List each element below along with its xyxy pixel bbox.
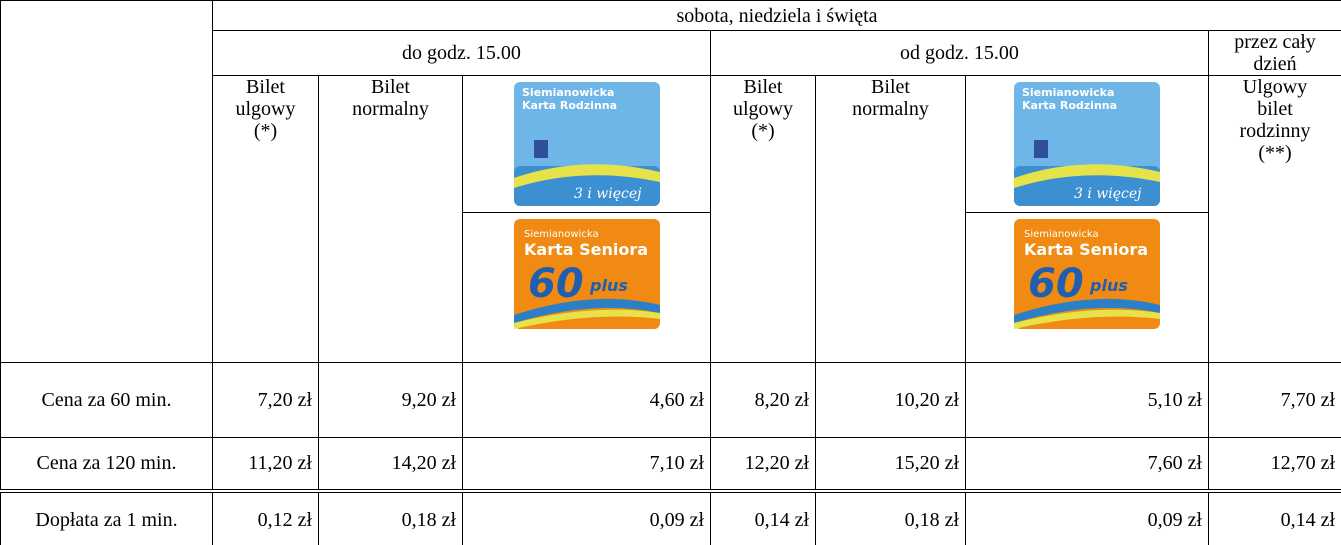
card-shape [513,164,660,188]
price-cell: 8,20 zł [710,362,816,438]
header-row: do godz. 15.00 od godz. 15.00 przez cały d… [1,30,1341,76]
card-separator [966,212,1208,213]
card-shape [1014,309,1160,329]
family-card: Siemianowicka Karta Rodzinna 3 i więcej [513,82,660,206]
column-header-line: Bilet [246,76,285,98]
price-row: Dopłata za 1 min. 0,12 zł 0,18 zł 0,09 zł 0,… [0,488,1341,545]
family-card: Siemianowicka Karta Rodzinna 3 i więcej [1014,82,1160,206]
header-row: sobota, niedziela i święta [0,0,1341,363]
card-text: Siemianowicka [522,86,614,99]
column-header: Siemianowicka Karta Rodzinna 3 i więcej Sie… [965,75,1209,363]
card-shape [1034,140,1048,158]
column-header: Bilet normalny [318,75,463,363]
card-text: Siemianowicka [524,229,599,240]
period-header: do godz. 15.00 [212,30,711,76]
corner-cell [0,0,213,363]
column-header: Siemianowicka Karta Rodzinna 3 i więcej Sie… [462,75,711,363]
column-header: Bilet normalny [815,75,966,363]
column-header-line: Bilet [371,76,410,98]
period-header: od godz. 15.00 [710,30,1209,76]
row-label: Cena za 60 min. [0,362,213,438]
column-header: Bilet ulgowy (*) [212,75,319,363]
price-cell: 5,10 zł [965,362,1209,438]
card-text: 3 i więcej [1074,186,1142,202]
senior-card: Siemianowicka Karta Seniora 60 plus [513,219,660,329]
card-text: Karta Rodzinna [1022,99,1117,112]
card-text: 60 [528,261,584,307]
column-header-line: Bilet [743,76,783,98]
row-label: Cena za 120 min. [0,437,213,491]
card-text: Karta Rodzinna [522,99,617,112]
row-label: Dopłata za 1 min. [0,488,213,545]
column-header-line: (*) [751,120,775,142]
column-header-line: (**) [1258,142,1292,164]
card-shape [513,298,660,323]
column-header-line: Bilet [871,76,910,98]
price-cell: 0,18 zł [318,488,463,545]
card-text: plus [1089,276,1128,295]
column-header-line: normalny [852,98,929,120]
card-text: plus [589,276,628,295]
card-shape [1014,298,1160,323]
card-text: Karta Seniora [524,240,648,259]
price-cell: 7,10 zł [462,437,711,491]
column-header-line: Ulgowy [1242,76,1308,98]
card-separator [463,212,710,213]
senior-card: Siemianowicka Karta Seniora 60 plus [1014,219,1160,329]
card-text: Siemianowicka [1022,86,1114,99]
price-cell: 11,20 zł [212,437,319,491]
card-text: 60 [1028,261,1084,307]
group-header: sobota, niedziela i święta [212,0,1341,31]
price-cell: 15,20 zł [815,437,966,491]
column-header-line: ulgowy [235,98,296,120]
card-text: 3 i więcej [574,186,642,202]
column-header-line: normalny [352,98,429,120]
price-cell: 7,70 zł [1208,362,1341,438]
price-cell: 4,60 zł [462,362,711,438]
price-cell: 10,20 zł [815,362,966,438]
price-cell: 12,20 zł [710,437,816,491]
price-cell: 7,60 zł [965,437,1209,491]
price-cell: 0,14 zł [1208,488,1341,545]
price-cell: 0,14 zł [710,488,816,545]
period-header: przez cały dzień [1208,30,1341,76]
column-header: Ulgowy bilet rodzinny (**) [1208,75,1341,363]
card-shape [1014,164,1160,188]
column-header: Bilet ulgowy (*) [710,75,816,363]
price-cell: 0,09 zł [462,488,711,545]
price-cell: 9,20 zł [318,362,463,438]
price-cell: 0,12 zł [212,488,319,545]
price-row: Cena za 120 min. 11,20 zł 14,20 zł 7,10 zł 1… [0,437,1341,491]
price-cell: 0,09 zł [965,488,1209,545]
price-cell: 12,70 zł [1208,437,1341,491]
card-text: Karta Seniora [1024,240,1148,259]
price-row: Cena za 60 min. 7,20 zł 9,20 zł 4,60 zł 8,20… [0,362,1341,438]
price-cell: 14,20 zł [318,437,463,491]
column-header-line: rodzinny [1239,120,1311,142]
card-text: Siemianowicka [1024,229,1099,240]
column-header-line: (*) [253,120,278,142]
price-cell: 0,18 zł [815,488,966,545]
card-shape [513,309,660,329]
price-cell: 7,20 zł [212,362,319,438]
header-row: Bilet ulgowy (*) Bilet normalny Siemianowicka… [1,75,1341,363]
card-shape [533,140,548,158]
column-header-line: ulgowy [733,98,793,120]
column-header-line: bilet [1257,98,1293,120]
